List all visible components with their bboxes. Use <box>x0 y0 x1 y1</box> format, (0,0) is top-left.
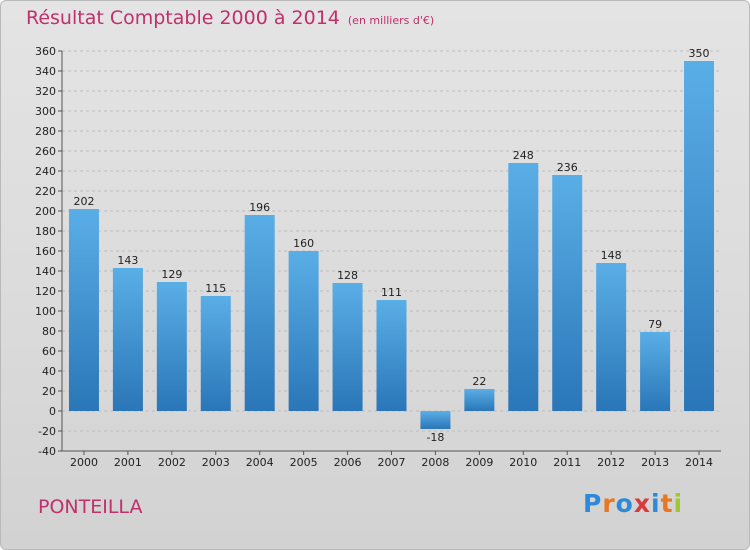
x-tick-label: 2010 <box>509 456 537 469</box>
bar <box>640 332 671 411</box>
data-label: 111 <box>381 286 402 299</box>
logo-letter: r <box>602 489 616 518</box>
y-tick-label: 140 <box>35 265 56 278</box>
bar <box>332 283 363 411</box>
y-tick-label: 0 <box>49 405 56 418</box>
y-tick-label: 280 <box>35 125 56 138</box>
y-tick-label: 320 <box>35 85 56 98</box>
y-tick-label: 160 <box>35 245 56 258</box>
y-tick-label: 260 <box>35 145 56 158</box>
bar <box>156 282 187 411</box>
bar <box>552 175 583 411</box>
data-label: 22 <box>472 375 486 388</box>
data-label: 115 <box>205 282 226 295</box>
logo-letter: i <box>673 489 684 518</box>
y-tick-label: 360 <box>35 45 56 58</box>
data-label: 248 <box>513 149 534 162</box>
y-tick-label: 220 <box>35 185 56 198</box>
bar <box>464 389 495 411</box>
x-tick-label: 2000 <box>70 456 98 469</box>
x-tick-label: 2001 <box>114 456 142 469</box>
x-tick-label: 2003 <box>202 456 230 469</box>
data-label: 160 <box>293 237 314 250</box>
logo-letter: o <box>615 489 634 518</box>
proxiti-logo[interactable]: Proxiti <box>583 489 683 518</box>
chart-title: Résultat Comptable 2000 à 2014 (en millie… <box>26 7 434 29</box>
logo-letter: t <box>660 489 674 518</box>
y-tick-label: 120 <box>35 285 56 298</box>
y-tick-label: 300 <box>35 105 56 118</box>
x-tick-label: 2005 <box>290 456 318 469</box>
data-label: 143 <box>117 254 138 267</box>
bar <box>684 61 715 411</box>
x-tick-label: 2012 <box>597 456 625 469</box>
y-tick-label: 60 <box>42 345 56 358</box>
data-label: 350 <box>689 47 710 60</box>
bar <box>508 163 539 411</box>
data-labels: 202 143 129 115 196 160 128 111 -18 22 248 236 148 79… <box>73 47 709 444</box>
x-tick-label: 2006 <box>334 456 362 469</box>
logo-letter: x <box>633 489 651 518</box>
city-name: PONTEILLA <box>38 496 143 518</box>
data-label: 202 <box>73 195 94 208</box>
data-label: 129 <box>161 268 182 281</box>
data-label: -18 <box>426 431 444 444</box>
x-tick-label: 2014 <box>685 456 713 469</box>
y-tick-label: 80 <box>42 325 56 338</box>
data-label: 236 <box>557 161 578 174</box>
bar <box>288 251 319 411</box>
x-tick-label: 2011 <box>553 456 581 469</box>
bar <box>68 209 99 411</box>
data-label: 128 <box>337 269 358 282</box>
y-tick-label: 40 <box>42 365 56 378</box>
y-tick-label: -40 <box>38 445 56 458</box>
y-tick-label: 100 <box>35 305 56 318</box>
bar <box>200 296 231 411</box>
bar <box>596 263 627 411</box>
y-tick-label: 200 <box>35 205 56 218</box>
bar <box>244 215 275 411</box>
axes: -40 -20 0 20 40 60 80 100 120 140 160 180 200 220 240 2… <box>35 45 721 469</box>
data-label: 196 <box>249 201 270 214</box>
bar <box>112 268 143 411</box>
x-tick-label: 2002 <box>158 456 186 469</box>
x-tick-label: 2004 <box>246 456 274 469</box>
y-tick-label: 340 <box>35 65 56 78</box>
x-tick-label: 2013 <box>641 456 669 469</box>
x-tick-label: 2007 <box>378 456 406 469</box>
y-tick-label: -20 <box>38 425 56 438</box>
y-tick-label: 240 <box>35 165 56 178</box>
y-tick-label: 180 <box>35 225 56 238</box>
y-tick-label: 20 <box>42 385 56 398</box>
data-label: 148 <box>601 249 622 262</box>
bars <box>68 61 715 429</box>
bar <box>420 411 451 429</box>
x-tick-label: 2009 <box>465 456 493 469</box>
logo-letter: i <box>651 489 661 518</box>
chart-title-text: Résultat Comptable 2000 à 2014 <box>26 7 340 29</box>
data-label: 79 <box>648 318 662 331</box>
bar <box>376 300 407 411</box>
chart-subtitle: (en milliers d'€) <box>347 14 435 27</box>
x-tick-label: 2008 <box>421 456 449 469</box>
logo-letter: P <box>583 489 603 518</box>
